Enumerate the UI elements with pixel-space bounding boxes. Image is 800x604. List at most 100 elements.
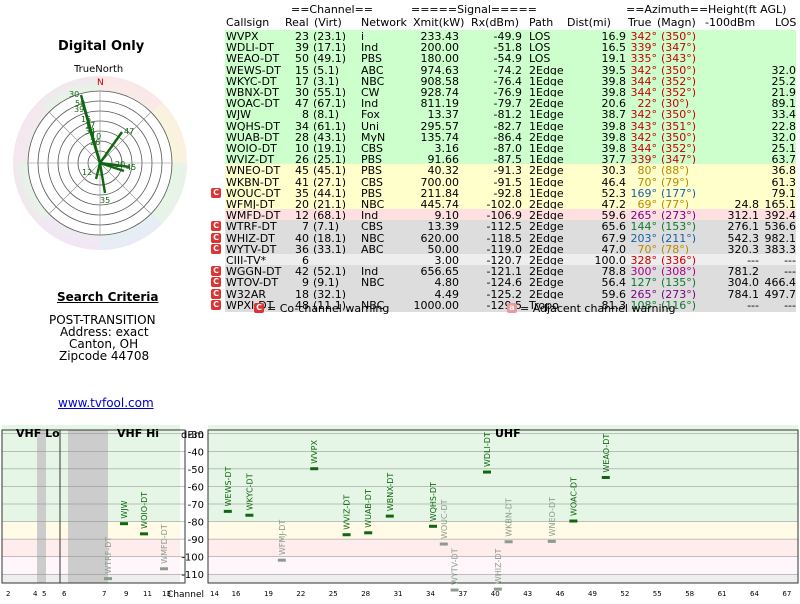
cell-los: 392.4 bbox=[764, 209, 797, 223]
radar-label-17: 17 bbox=[85, 121, 95, 130]
cell-callsign: WBNX-DT bbox=[226, 86, 279, 99]
cell-los: --- bbox=[784, 254, 796, 267]
cell-xmit: 908.58 bbox=[420, 74, 460, 88]
cell-callsign: WTRF-DT bbox=[226, 220, 277, 234]
cell-path: 2Edge bbox=[529, 63, 564, 77]
cell-magn: (308°) bbox=[661, 265, 697, 279]
cell-real: 40 bbox=[295, 231, 309, 245]
cell-dist: 16.9 bbox=[601, 30, 627, 43]
cell-magn: (177°) bbox=[661, 186, 697, 200]
cell-rx: -79.7 bbox=[493, 97, 522, 111]
bar-wkyc-dt bbox=[245, 513, 254, 517]
cell-xmit: 445.74 bbox=[420, 198, 460, 211]
cell-dist: 100.0 bbox=[594, 254, 627, 267]
cell-rx: -82.7 bbox=[493, 119, 522, 133]
cell-dist: 52.3 bbox=[601, 186, 627, 200]
cell-magn: (211°) bbox=[661, 231, 697, 245]
cell-rx: -87.5 bbox=[493, 153, 522, 167]
bar-label-wkyc-dt: WKYC-DT bbox=[245, 473, 254, 510]
cell-virt: (32.1) bbox=[313, 287, 347, 301]
cell-virt: (5.1) bbox=[313, 63, 340, 77]
cell-path: 2Edge bbox=[529, 164, 564, 178]
cell-magn: (336°) bbox=[661, 254, 697, 267]
cell-network: NBC bbox=[361, 74, 385, 88]
cell-xmit: 928.74 bbox=[420, 86, 460, 99]
cell-xmit: 4.80 bbox=[434, 276, 460, 290]
cell-magn: (116°) bbox=[661, 298, 697, 312]
cell-xmit: 9.10 bbox=[434, 209, 460, 223]
bar-label-woio-dt: WOIO-DT bbox=[140, 492, 149, 529]
cell-network: Ind bbox=[361, 209, 379, 223]
table-row: WKYC-DT 17 (3.1) NBC 908.58 -76.4 1Edge 39.8 344… bbox=[225, 74, 796, 88]
cell-rx: -92.8 bbox=[493, 186, 522, 200]
cell-magn: (77°) bbox=[661, 198, 690, 211]
cell-los: 536.6 bbox=[764, 220, 797, 234]
x-tick-uhf-1: 16 bbox=[232, 590, 241, 598]
table-row: WTOV-DT 9 (9.1) NBC 4.80 -124.6 2Edge 56.4 127°(… bbox=[225, 276, 796, 290]
cell-magn: (352°) bbox=[661, 86, 697, 99]
cell-true: 108° bbox=[630, 298, 658, 312]
cell-rx: -51.8 bbox=[493, 41, 522, 55]
table-row: WOIO-DT 10 (19.1) CBS 3.16 -87.0 1Edge 39.8 344°… bbox=[225, 142, 796, 155]
cell-los: --- bbox=[784, 265, 796, 279]
col-true: True bbox=[628, 16, 652, 29]
y-tick-6: -90 bbox=[188, 535, 204, 546]
cell-los: 21.9 bbox=[771, 86, 797, 99]
x-tick-vhf-3: 6 bbox=[62, 590, 67, 598]
cell-h100: 784.1 bbox=[727, 287, 760, 301]
bar-wneo-dt bbox=[547, 539, 556, 543]
x-tick-vhf-1: 4 bbox=[33, 590, 38, 598]
cell-real: 41 bbox=[295, 175, 309, 189]
cell-los: 165.1 bbox=[764, 198, 797, 211]
cochannel-warning-icon: C bbox=[211, 232, 221, 243]
cell-network: NBC bbox=[361, 276, 385, 290]
cell-dist: 65.6 bbox=[601, 220, 627, 234]
cell-dist: 47.0 bbox=[601, 242, 627, 256]
cell-los: 22.8 bbox=[771, 119, 797, 133]
cell-virt: (21.1) bbox=[313, 198, 347, 211]
cochannel-warning-icon: C bbox=[211, 288, 221, 299]
x-tick-uhf-14: 55 bbox=[653, 590, 662, 598]
cell-magn: (153°) bbox=[661, 220, 697, 234]
cell-virt: (11.1) bbox=[313, 298, 347, 312]
cell-path: 2Edge bbox=[529, 287, 564, 301]
cell-real: 17 bbox=[295, 74, 309, 88]
cell-real: 20 bbox=[295, 198, 309, 211]
cell-rx: -87.0 bbox=[493, 142, 522, 155]
bar-wvpx bbox=[310, 467, 319, 471]
cell-true: 22° bbox=[637, 97, 658, 111]
cell-path: LOS bbox=[529, 30, 551, 43]
cell-dist: 56.4 bbox=[601, 276, 627, 290]
x-tick-uhf-16: 61 bbox=[718, 590, 727, 598]
cell-real: 34 bbox=[295, 119, 309, 133]
cell-network: PBS bbox=[361, 164, 382, 178]
cell-callsign: WKBN-DT bbox=[226, 175, 280, 189]
search-line-4: Zipcode 44708 bbox=[59, 349, 150, 363]
cell-network: Ind bbox=[361, 41, 379, 55]
y-tick-7: -100 bbox=[181, 553, 204, 564]
radar-label-47: 47 bbox=[124, 127, 134, 136]
cell-virt: (27.1) bbox=[313, 175, 347, 189]
cell-rx: -74.2 bbox=[493, 63, 522, 77]
tvfool-link[interactable]: www.tvfool.com bbox=[58, 396, 154, 410]
cell-dist: 81.3 bbox=[601, 298, 627, 312]
cell-xmit: 91.66 bbox=[427, 153, 460, 167]
table-row: WOUC-DT 35 (44.1) PBS 211.84 -92.8 1Edge 52.3 16… bbox=[225, 186, 796, 200]
cell-virt: (23.1) bbox=[313, 30, 347, 43]
bar-wmfd-dt bbox=[160, 567, 168, 571]
cell-dist: 38.7 bbox=[601, 108, 627, 122]
table-row: WFMJ-DT 20 (21.1) NBC 445.74 -102.0 2Edge 47.2 6… bbox=[225, 198, 796, 211]
cell-real: 12 bbox=[295, 209, 309, 223]
search-line-2: Address: exact bbox=[60, 325, 149, 339]
cell-magn: (350°) bbox=[661, 30, 697, 43]
x-tick-uhf-15: 58 bbox=[685, 590, 694, 598]
radar-plot: N 47 12 20 45 35 30 50 39 15 17 34 10 26 bbox=[13, 76, 187, 250]
cell-los: 61.3 bbox=[771, 175, 797, 189]
cell-xmit: 974.63 bbox=[420, 63, 460, 77]
cell-real: 9 bbox=[302, 276, 309, 290]
radar-label-45: 45 bbox=[126, 163, 136, 172]
cell-dist: 20.6 bbox=[601, 97, 627, 111]
cell-path: 1Edge bbox=[529, 86, 564, 99]
cell-rx: -125.2 bbox=[486, 287, 522, 301]
signal-chart: -30 -40 -50 -60 -70 -80 -90 -100 -110 VHF Lo VHF H… bbox=[0, 420, 800, 600]
